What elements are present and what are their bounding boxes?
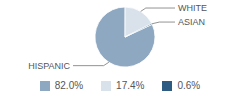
svg-text:HISPANIC: HISPANIC xyxy=(28,61,70,71)
svg-text:WHITE: WHITE xyxy=(178,3,207,13)
html-text:17.4%: 17.4% xyxy=(116,80,145,91)
html-text:0.6%: 0.6% xyxy=(177,80,201,91)
html-text:82.0%: 82.0% xyxy=(54,80,84,91)
svg-text:ASIAN: ASIAN xyxy=(178,17,205,27)
